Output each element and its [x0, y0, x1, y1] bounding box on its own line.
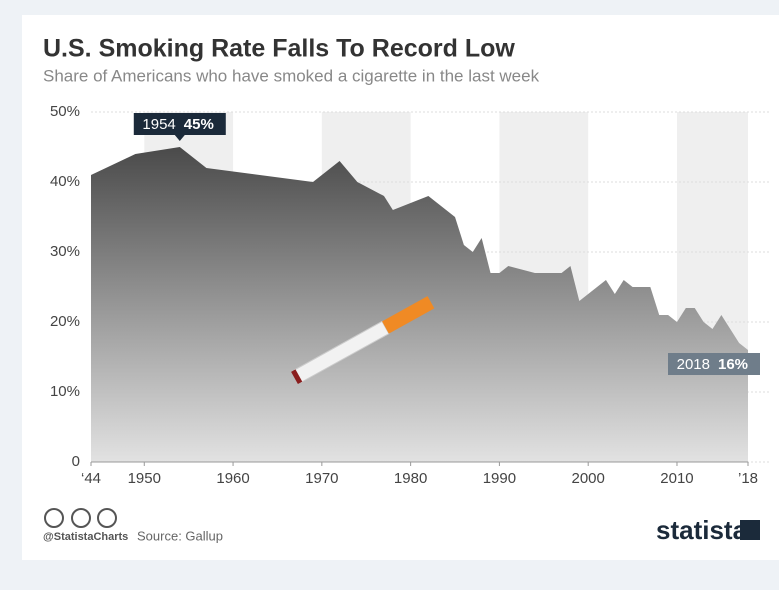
x-tick-label: ’18 [738, 470, 758, 487]
y-tick-label: 10% [50, 383, 80, 400]
x-tick-label: 1990 [483, 470, 516, 487]
annotation-value: 16% [718, 356, 748, 373]
license-icons [44, 508, 117, 528]
annotation-year: 2018 [677, 356, 710, 373]
brand: statista [656, 515, 748, 545]
footer-handle: @StatistaCharts [43, 531, 128, 543]
x-tick-label: 1960 [216, 470, 249, 487]
cigarette [291, 296, 435, 385]
y-tick-label: 30% [50, 243, 80, 260]
footer-source: Source: Gallup [137, 528, 223, 543]
annotation-box [668, 353, 760, 375]
x-tick-label: 1950 [128, 470, 161, 487]
y-tick-label: 50% [50, 103, 80, 120]
y-tick-label: 0 [72, 453, 80, 470]
x-tick-label: 2000 [572, 470, 605, 487]
x-tick-label: 1970 [305, 470, 338, 487]
brand-logo [740, 520, 760, 540]
y-tick-label: 20% [50, 313, 80, 330]
annotation-box [133, 113, 226, 135]
chart-subtitle: Share of Americans who have smoked a cig… [43, 66, 540, 85]
chart-title: U.S. Smoking Rate Falls To Record Low [43, 35, 515, 63]
annotation-value: 45% [184, 116, 214, 133]
x-tick-label: ‘44 [81, 470, 101, 487]
y-tick-label: 40% [50, 173, 80, 190]
annotation-year: 1954 [142, 116, 175, 133]
annotation-pointer [174, 135, 185, 141]
x-tick-label: 1980 [394, 470, 427, 487]
x-tick-label: 2010 [660, 470, 693, 487]
